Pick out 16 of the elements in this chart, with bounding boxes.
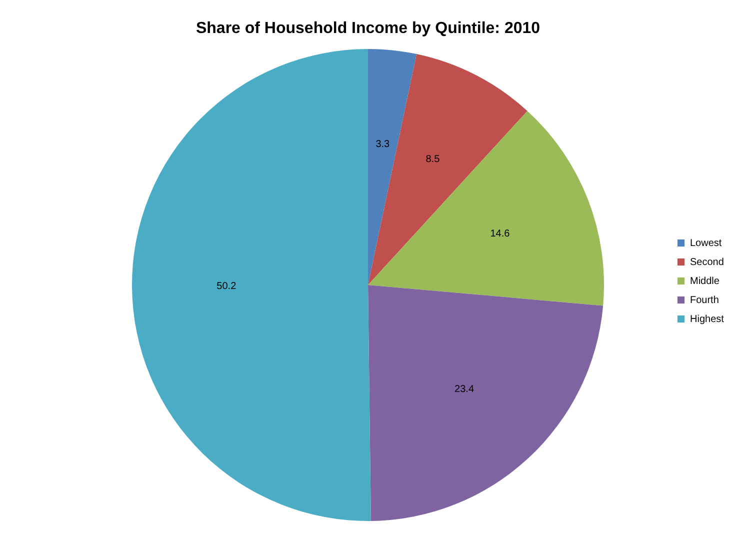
legend-label: Highest [690, 314, 724, 325]
data-label: 23.4 [454, 384, 474, 395]
pie-slice [368, 49, 417, 285]
pie-slice [368, 110, 604, 306]
data-label: 3.3 [376, 139, 390, 150]
pie-slice [368, 54, 528, 285]
chart-title: Share of Household Income by Quintile: 2010 [196, 20, 540, 37]
legend-label: Middle [690, 276, 720, 287]
data-label: 14.6 [490, 228, 510, 240]
pie-slice [132, 49, 371, 521]
legend-label: Fourth [690, 295, 719, 306]
legend-label: Lowest [690, 238, 722, 249]
data-label: 8.5 [426, 154, 440, 166]
legend-label: Second [690, 257, 724, 268]
pie-slice [368, 285, 604, 521]
data-label: 50.2 [216, 280, 237, 292]
